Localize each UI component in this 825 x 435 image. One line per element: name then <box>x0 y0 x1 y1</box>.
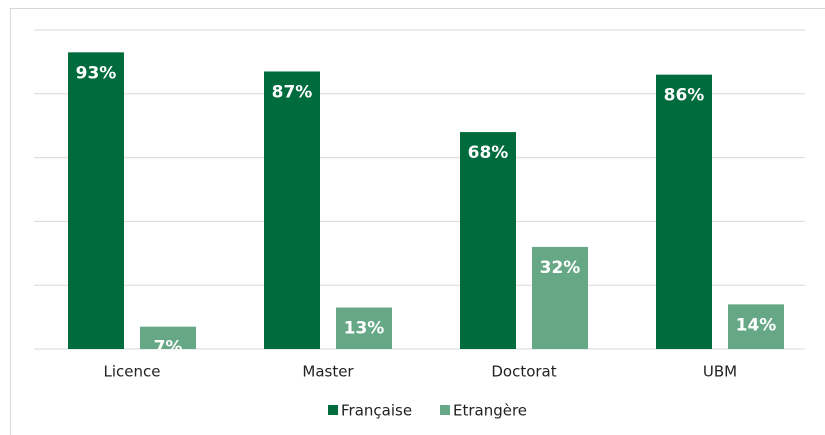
x-tick-label: Master <box>302 363 354 381</box>
bar <box>656 74 712 349</box>
bar <box>460 132 516 349</box>
x-tick-label: Licence <box>104 363 161 381</box>
bar <box>728 304 784 349</box>
data-label: 14% <box>736 315 777 335</box>
data-label: 13% <box>344 319 385 339</box>
legend-label: Française <box>341 402 412 420</box>
x-tick-label: UBM <box>703 363 737 381</box>
data-label: 93% <box>76 63 117 83</box>
data-label: 87% <box>272 82 313 102</box>
chart-border <box>10 8 825 435</box>
data-label: 86% <box>664 86 705 106</box>
legend-swatch <box>328 405 338 415</box>
bar <box>140 326 196 349</box>
legend-label: Etrangère <box>453 402 527 420</box>
bar <box>68 52 124 350</box>
legend-swatch <box>440 405 450 415</box>
bar <box>264 71 320 349</box>
bar <box>532 246 588 349</box>
x-tick-label: Doctorat <box>491 363 556 381</box>
bar <box>336 307 392 349</box>
data-label: 68% <box>468 143 509 163</box>
data-label: 7% <box>154 338 183 358</box>
data-label: 32% <box>540 258 581 278</box>
